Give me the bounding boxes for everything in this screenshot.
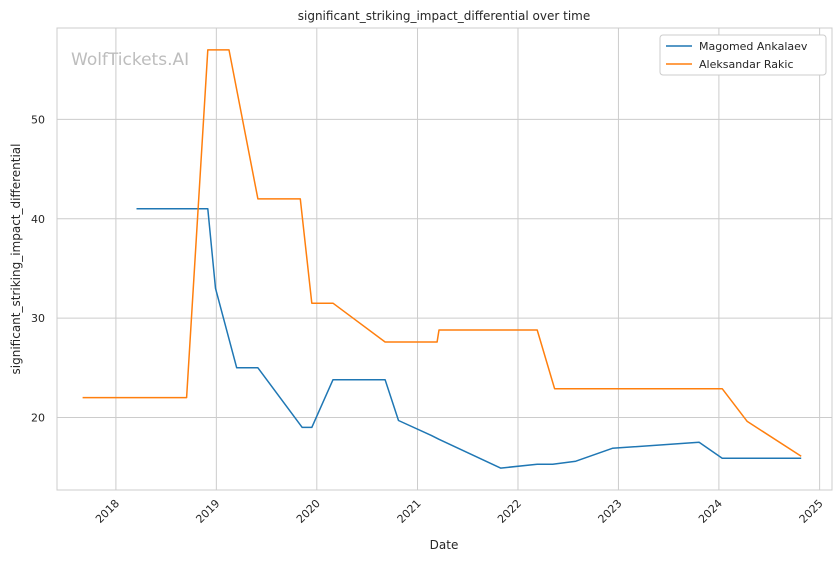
y-tick-label: 40 (31, 213, 45, 226)
legend-label-series-1: Aleksandar Rakic (699, 58, 794, 71)
legend-label-series-0: Magomed Ankalaev (699, 40, 808, 53)
y-axis-label: significant_striking_impact_differential (9, 144, 23, 375)
plot-frame (56, 27, 833, 491)
watermark-text: WolfTickets.AI (71, 50, 189, 70)
y-tick-label: 50 (31, 113, 45, 126)
y-tick-label: 20 (31, 411, 45, 424)
legend: Magomed Ankalaev Aleksandar Rakic (659, 34, 827, 76)
chart-title: significant_striking_impact_differential… (298, 9, 590, 23)
x-axis-label: Date (430, 538, 459, 552)
series-line-magomed-ankalaev (136, 208, 802, 469)
grid-lines (57, 28, 832, 490)
legend-box (659, 34, 827, 76)
series-layer (82, 49, 802, 469)
y-tick-label: 30 (31, 312, 45, 325)
series-line-aleksandar-rakic (82, 49, 802, 457)
